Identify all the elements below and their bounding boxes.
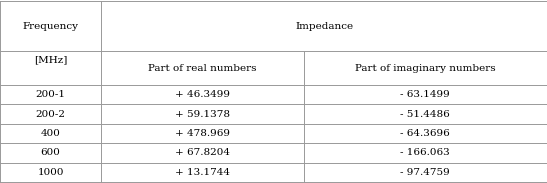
Text: Part of real numbers: Part of real numbers: [148, 64, 257, 73]
Text: - 97.4759: - 97.4759: [400, 168, 450, 177]
Text: - 64.3696: - 64.3696: [400, 129, 450, 138]
Text: 1000: 1000: [37, 168, 64, 177]
Text: 200-2: 200-2: [36, 110, 66, 119]
Text: [MHz]: [MHz]: [34, 55, 67, 64]
Text: + 67.8204: + 67.8204: [175, 148, 230, 158]
Text: + 46.3499: + 46.3499: [175, 90, 230, 99]
Text: Impedance: Impedance: [295, 22, 353, 31]
Text: + 59.1378: + 59.1378: [175, 110, 230, 119]
Text: + 13.1744: + 13.1744: [175, 168, 230, 177]
Text: 400: 400: [40, 129, 61, 138]
Text: - 166.063: - 166.063: [400, 148, 450, 158]
Text: + 478.969: + 478.969: [175, 129, 230, 138]
Text: Part of imaginary numbers: Part of imaginary numbers: [355, 64, 496, 73]
Text: Frequency: Frequency: [22, 22, 79, 31]
Text: 200-1: 200-1: [36, 90, 66, 99]
Text: - 51.4486: - 51.4486: [400, 110, 450, 119]
Text: 600: 600: [40, 148, 61, 158]
Text: - 63.1499: - 63.1499: [400, 90, 450, 99]
